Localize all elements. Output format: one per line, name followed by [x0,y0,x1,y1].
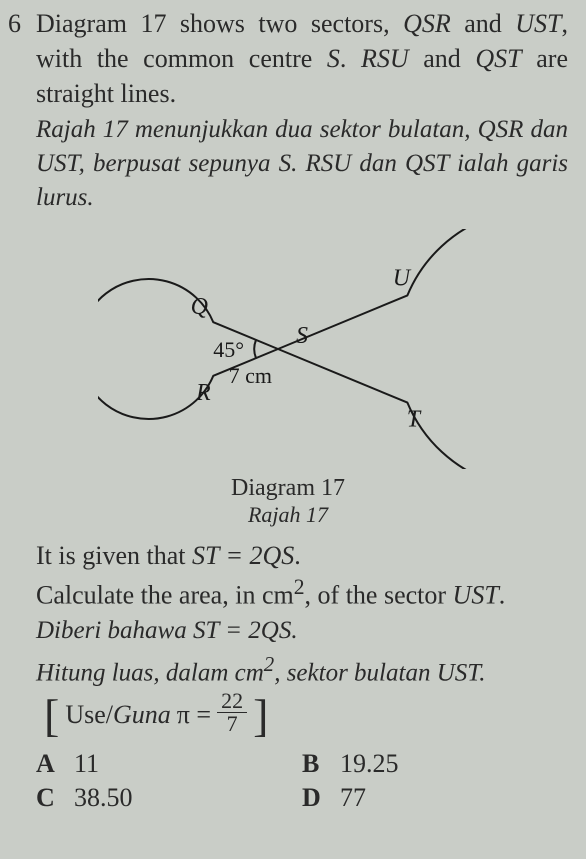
svg-text:45°: 45° [213,337,244,362]
option-letter: C [36,783,60,813]
t: , sektor bulatan UST. [274,659,485,686]
use-label: Use/Guna [65,700,170,730]
svg-text:T: T [407,406,422,432]
term-rsu: RSU [361,44,409,73]
question-part2: It is given that ST = 2QS. Calculate the… [8,538,568,740]
option-c[interactable]: C 38.50 [36,783,302,813]
bracket-right-icon: ] [253,698,268,735]
term-qsr: QSR [403,9,451,38]
t: UST [453,580,499,609]
t: and [451,9,516,38]
pi-symbol: π = [177,700,211,730]
question-text-en: Diagram 17 shows two sectors, QSR and US… [36,6,568,111]
diagram-svg: U Q S R T 45°7 cm [98,229,478,469]
sup2: 2 [264,652,274,676]
option-value: 11 [74,749,99,779]
fraction: 22 7 [217,690,247,735]
question-page: 6 Diagram 17 shows two sectors, QSR and … [0,0,586,859]
t: . [294,541,301,570]
diagram-caption-en: Diagram 17 [231,475,345,502]
question-body: Diagram 17 shows two sectors, QSR and US… [36,6,568,215]
t: . [340,44,361,73]
calc-en: Calculate the area, in cm2, of the secto… [36,573,568,613]
svg-text:Q: Q [191,294,208,320]
sup2: 2 [294,575,305,599]
calc-ms: Hitung luas, dalam cm2, sektor bulatan U… [36,650,568,690]
fraction-denominator: 7 [223,713,242,735]
svg-text:S: S [296,323,308,349]
question-header: 6 Diagram 17 shows two sectors, QSR and … [8,6,568,215]
option-b[interactable]: B 19.25 [302,749,568,779]
fraction-numerator: 22 [217,690,247,713]
option-value: 77 [340,783,366,813]
t: . [499,580,506,609]
svg-text:7 cm: 7 cm [229,363,272,388]
pi-hint-box: [ Use/Guna π = 22 7 ] [36,690,276,739]
svg-text:U: U [393,265,412,291]
option-letter: B [302,749,326,779]
t: and [409,44,476,73]
given-ms: Diberi bahawa ST = 2QS. [36,614,568,648]
diagram-caption-ms: Rajah 17 [248,502,328,528]
t: Hitung luas, dalam [36,659,235,686]
option-value: 19.25 [340,749,399,779]
term-qst: QST [475,44,521,73]
given-en: It is given that ST = 2QS. [36,538,568,573]
term-ust: UST [515,9,561,38]
t: Diagram 17 shows two sectors, [36,9,403,38]
term-s: S [327,44,340,73]
t: Guna [113,700,171,729]
diagram-container: U Q S R T 45°7 cm Diagram 17 Rajah 17 [8,229,568,528]
option-d[interactable]: D 77 [302,783,568,813]
t: It is given that [36,541,192,570]
t: ST = 2QS [192,541,294,570]
option-letter: D [302,783,326,813]
bracket-left-icon: [ [44,698,59,735]
option-a[interactable]: A 11 [36,749,302,779]
t: , of the sector [305,580,453,609]
question-text-ms: Rajah 17 menunjukkan dua sektor bulatan,… [36,113,568,214]
option-letter: A [36,749,60,779]
answer-options: A 11 B 19.25 C 38.50 D 77 [8,749,568,813]
option-value: 38.50 [74,783,133,813]
question-number: 6 [8,6,36,215]
t: Calculate the area, in cm [36,580,294,609]
t: Use/ [65,700,113,729]
svg-text:R: R [195,379,211,405]
